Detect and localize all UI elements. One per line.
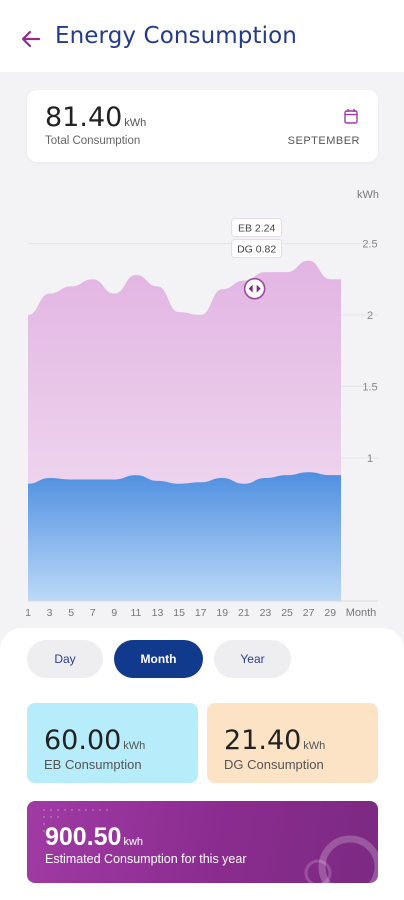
dg-consumption-label: DG Consumption xyxy=(224,757,324,772)
dg-consumption-value: 21.40 kWh xyxy=(224,725,325,756)
estimated-consumption-label: Estimated Consumption for this year xyxy=(45,852,247,866)
x-tick-label: 13 xyxy=(152,607,164,619)
x-tick-label: 21 xyxy=(238,607,250,619)
eb-value-number: 60.00 xyxy=(44,725,122,756)
chart-svg: kWh11.522.531357911131517192123252729Mon… xyxy=(25,189,379,619)
estimated-consumption-value: 900.50 kwh xyxy=(45,823,143,852)
x-tick-label: 3 xyxy=(47,607,53,619)
drag-handle-arrow-right xyxy=(256,284,261,293)
month-selector[interactable]: SEPTEMBER xyxy=(287,135,360,147)
eb-consumption-label: EB Consumption xyxy=(44,757,142,772)
total-consumption-label: Total Consumption xyxy=(45,135,141,147)
chart-tooltip: EB 2.24 DG 0.82 xyxy=(231,218,283,259)
estimate-value-number: 900.50 xyxy=(45,823,122,851)
x-tick-label: 29 xyxy=(324,607,336,619)
y-tick-label: 2 xyxy=(367,310,373,322)
x-tick-label: 25 xyxy=(281,607,293,619)
drag-handle-icon[interactable] xyxy=(243,277,266,300)
x-tick-label: 15 xyxy=(173,607,185,619)
tab-month[interactable]: Month xyxy=(114,640,203,678)
eb-value-unit: kWh xyxy=(123,740,146,752)
total-consumption-card: 81.40 kWh Total Consumption SEPTEMBER xyxy=(27,90,378,162)
dg-value-number: 21.40 xyxy=(224,725,302,756)
tooltip-eb-box xyxy=(231,218,283,238)
circle-decoration xyxy=(304,835,378,883)
eb-consumption-value: 60.00 kWh xyxy=(44,725,145,756)
tooltip-dg-box xyxy=(231,239,283,259)
x-tick-label: 5 xyxy=(68,607,74,619)
y-tick-label: 1.5 xyxy=(362,382,377,394)
estimate-value-unit: kwh xyxy=(123,836,144,848)
drag-handle-circle xyxy=(243,277,266,300)
page-title: Energy Consumption xyxy=(55,23,297,49)
calendar-icon[interactable] xyxy=(344,108,358,124)
arrow-left-icon xyxy=(21,30,41,48)
tooltip-eb-text: EB 2.24 xyxy=(238,223,276,235)
app-bar: Energy Consumption xyxy=(0,0,404,72)
x-tick-label: 9 xyxy=(111,607,117,619)
y-tick-label: 2.5 xyxy=(362,239,377,251)
dg-consumption-card: 21.40 kWh DG Consumption xyxy=(207,703,378,783)
y-tick-label: 1 xyxy=(367,453,373,465)
total-value-unit: kWh xyxy=(124,117,147,129)
x-tick-label: 11 xyxy=(130,607,141,619)
x-tick-label: 23 xyxy=(260,607,272,619)
eb-consumption-card: 60.00 kWh EB Consumption xyxy=(27,703,198,783)
x-tick-label: 17 xyxy=(195,607,207,619)
total-value-number: 81.40 xyxy=(45,102,123,133)
estimated-consumption-card: 900.50 kwh Estimated Consumption for this… xyxy=(27,801,378,883)
x-tick-label: 19 xyxy=(216,607,228,619)
bottom-panel: Day Month Year 60.00 kWh EB Consumption 2… xyxy=(0,628,404,900)
consumption-chart: kWh11.522.531357911131517192123252729Mon… xyxy=(0,180,404,625)
drag-handle-arrow-left xyxy=(248,284,253,293)
tab-year[interactable]: Year xyxy=(214,640,291,678)
x-tick-label: 7 xyxy=(90,607,96,619)
total-consumption-value: 81.40 kWh xyxy=(45,102,146,133)
back-button[interactable] xyxy=(14,22,48,56)
tab-day[interactable]: Day xyxy=(27,640,103,678)
x-tick-label: 27 xyxy=(303,607,315,619)
dotted-pattern-decoration xyxy=(43,809,108,832)
y-axis-unit-label: kWh xyxy=(357,189,379,201)
x-axis-title: Month xyxy=(346,607,377,619)
dg-series-area xyxy=(28,472,341,601)
dg-value-unit: kWh xyxy=(303,740,326,752)
x-tick-label: 1 xyxy=(25,607,31,619)
tooltip-dg-text: DG 0.82 xyxy=(237,244,276,256)
